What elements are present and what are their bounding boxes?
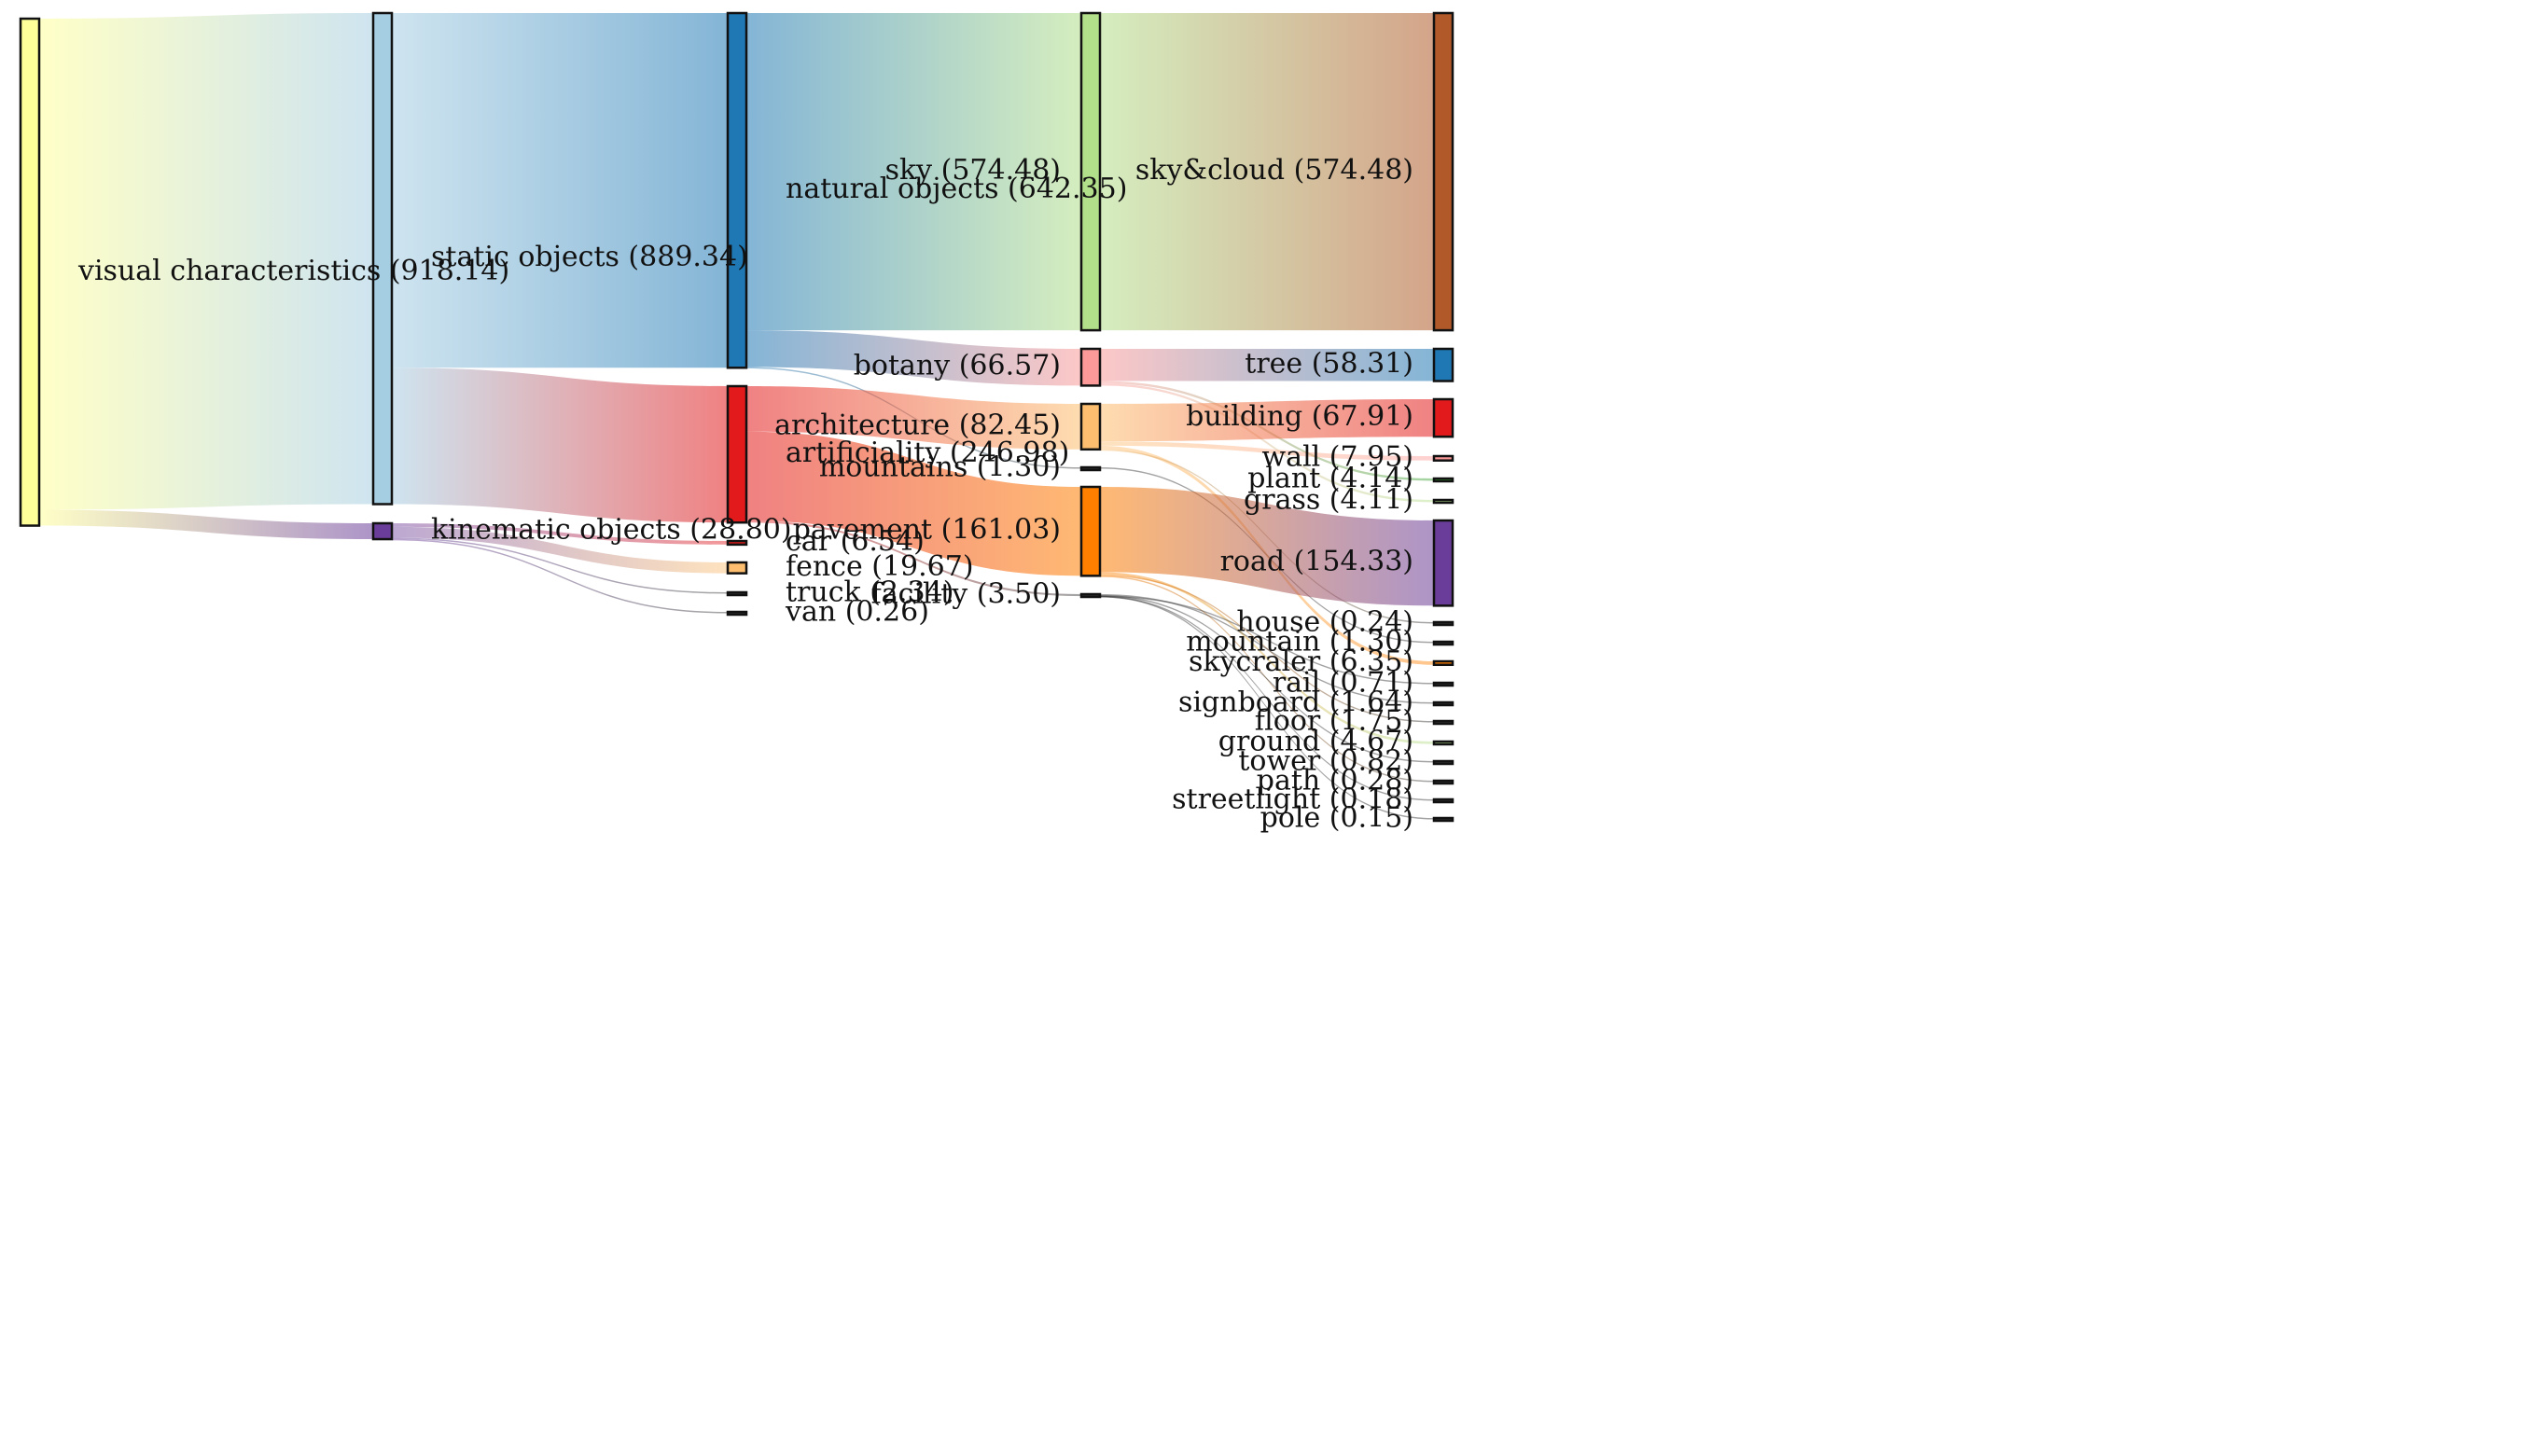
label-layer: visual characteristics (918.14)static ob…	[77, 154, 1413, 834]
node-pave	[1079, 485, 1102, 577]
node-van	[726, 610, 748, 617]
label-streetlight: streetlight (0.18)	[1172, 783, 1413, 816]
flow-botany-to-grass	[1100, 382, 1434, 503]
flow-facility-to-rail	[1100, 595, 1434, 685]
label-arch: architecture (82.45)	[774, 409, 1061, 441]
node-botany	[1079, 347, 1102, 387]
node-no	[726, 11, 748, 369]
node-skycraler	[1432, 659, 1454, 667]
label-car: car (6.54)	[786, 525, 925, 558]
flow-pave-to-ground	[1100, 572, 1434, 744]
node-ar	[726, 384, 748, 524]
node-pole	[1432, 816, 1454, 823]
node-tree	[1432, 347, 1454, 382]
flow-arch-to-wall	[1100, 441, 1434, 461]
flow-sky-to-skycloud	[1100, 13, 1434, 331]
flow-vc-to-so	[39, 13, 373, 510]
label-road: road (154.33)	[1220, 546, 1413, 578]
label-facility: facility (3.50)	[871, 578, 1061, 611]
node-tower	[1432, 759, 1454, 766]
flow-facility-to-pole	[1100, 595, 1434, 820]
node-plant	[1432, 477, 1454, 483]
label-truck: truck (2.34)	[786, 576, 953, 609]
label-mountain: mountain (1.30)	[1186, 626, 1413, 659]
flow-layer	[39, 13, 1434, 820]
node-signboard	[1432, 700, 1454, 707]
node-rail	[1432, 681, 1454, 687]
node-floor	[1432, 719, 1454, 726]
label-sky: sky (574.48)	[885, 154, 1061, 187]
label-tower: tower (0.82)	[1238, 745, 1413, 778]
node-vc	[19, 17, 41, 527]
label-floor: floor (1.75)	[1255, 705, 1413, 738]
flow-pave-to-road	[1100, 487, 1434, 606]
node-ground	[1432, 740, 1454, 746]
flow-ko-to-van	[392, 538, 728, 614]
flow-facility-to-tower	[1100, 594, 1434, 763]
flow-ko-to-truck	[392, 537, 728, 594]
node-car	[726, 539, 748, 547]
label-no: natural objects (642.35)	[786, 173, 1127, 205]
flow-so-to-ar	[392, 367, 728, 523]
node-streetlight	[1432, 797, 1454, 804]
node-house	[1432, 620, 1454, 627]
flow-no-to-botany	[746, 330, 1081, 386]
flow-ko-to-fence	[392, 526, 728, 574]
flow-ar-to-facility	[746, 520, 1081, 597]
node-truck	[726, 590, 748, 597]
node-sky	[1079, 11, 1102, 332]
label-ko: kinematic objects (28.80)	[431, 514, 792, 547]
label-pave: pavement (161.03)	[793, 514, 1061, 547]
flow-ar-to-arch	[746, 386, 1081, 450]
label-house: house (0.24)	[1236, 606, 1413, 639]
flow-facility-to-signboard	[1100, 594, 1434, 704]
node-wall	[1432, 454, 1454, 462]
label-vc: visual characteristics (918.14)	[77, 255, 509, 287]
flow-botany-to-tree	[1100, 349, 1434, 381]
node-mountain	[1432, 640, 1454, 646]
label-ground: ground (4.67)	[1218, 726, 1413, 758]
node-grass	[1432, 498, 1454, 505]
flow-so-to-no	[392, 13, 728, 368]
label-tree: tree (58.31)	[1245, 347, 1413, 380]
label-signboard: signboard (1.64)	[1178, 686, 1413, 719]
label-building: building (67.91)	[1186, 400, 1413, 433]
label-grass: grass (4.11)	[1244, 484, 1413, 517]
flow-ar-to-pave	[746, 431, 1081, 576]
node-mountains	[1079, 465, 1102, 472]
node-road	[1432, 519, 1454, 607]
node-facility	[1079, 592, 1102, 599]
flow-facility-to-streetlight	[1100, 595, 1434, 801]
node-arch	[1079, 402, 1102, 451]
node-layer	[19, 11, 1454, 823]
label-pole: pole (0.15)	[1260, 802, 1413, 835]
node-so	[371, 11, 394, 506]
label-plant: plant (4.14)	[1247, 463, 1413, 495]
flow-ko-to-car	[392, 523, 728, 545]
label-skycloud: sky&cloud (574.48)	[1135, 154, 1413, 187]
flow-vc-to-ko	[39, 509, 373, 540]
label-van: van (0.26)	[785, 596, 929, 629]
node-ko	[371, 521, 394, 541]
label-so: static objects (889.34)	[431, 241, 748, 273]
node-path	[1432, 779, 1454, 785]
flow-no-to-sky	[746, 13, 1081, 331]
label-ar: artificiality (246.98)	[786, 437, 1069, 469]
label-botany: botany (66.57)	[854, 350, 1061, 382]
node-fence	[726, 561, 748, 575]
label-path: path (0.28)	[1257, 765, 1413, 797]
label-mountains: mountains (1.30)	[819, 451, 1061, 484]
node-building	[1432, 397, 1454, 438]
label-fence: fence (19.67)	[786, 550, 974, 583]
label-skycraler: skycraler (6.35)	[1189, 645, 1413, 678]
node-skycloud	[1432, 11, 1454, 332]
label-wall: wall (7.95)	[1262, 440, 1414, 473]
flow-arch-to-building	[1100, 399, 1434, 442]
label-rail: rail (0.71)	[1273, 667, 1413, 700]
